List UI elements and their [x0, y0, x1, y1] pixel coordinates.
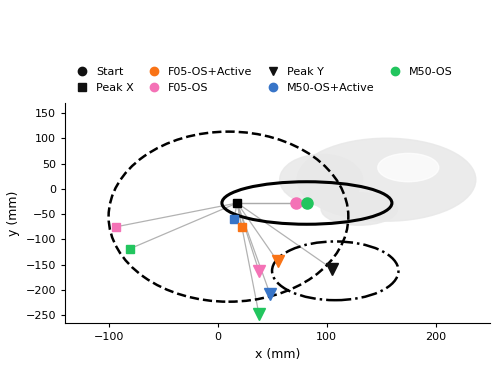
Y-axis label: y (mm): y (mm)	[7, 190, 20, 236]
Ellipse shape	[321, 193, 398, 225]
Circle shape	[378, 153, 439, 182]
X-axis label: x (mm): x (mm)	[255, 348, 300, 360]
Ellipse shape	[280, 155, 362, 205]
Circle shape	[297, 138, 476, 221]
Legend: Start, Peak X, F05-OS+Active, F05-OS, Peak Y, M50-OS+Active, M50-OS: Start, Peak X, F05-OS+Active, F05-OS, Pe…	[70, 67, 453, 93]
